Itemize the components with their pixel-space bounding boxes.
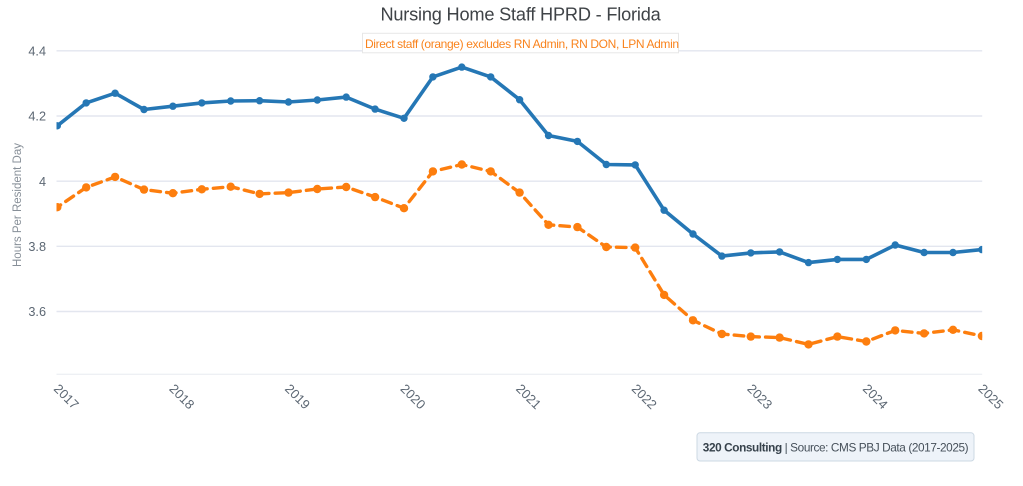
svg-text:4.2: 4.2 <box>28 110 46 124</box>
svg-text:3.6: 3.6 <box>28 305 46 319</box>
svg-text:320 Consulting | Source: CMS P: 320 Consulting | Source: CMS PBJ Data (2… <box>703 441 969 455</box>
svg-text:3.8: 3.8 <box>28 240 46 254</box>
svg-text:Nursing Home Staff HPRD - Flor: Nursing Home Staff HPRD - Florida <box>380 5 661 25</box>
svg-text:Direct staff (orange) excludes: Direct staff (orange) excludes RN Admin,… <box>365 37 679 51</box>
svg-text:4: 4 <box>39 175 46 189</box>
svg-text:Hours Per Resident Day: Hours Per Resident Day <box>12 143 24 267</box>
svg-text:4.4: 4.4 <box>28 44 46 58</box>
